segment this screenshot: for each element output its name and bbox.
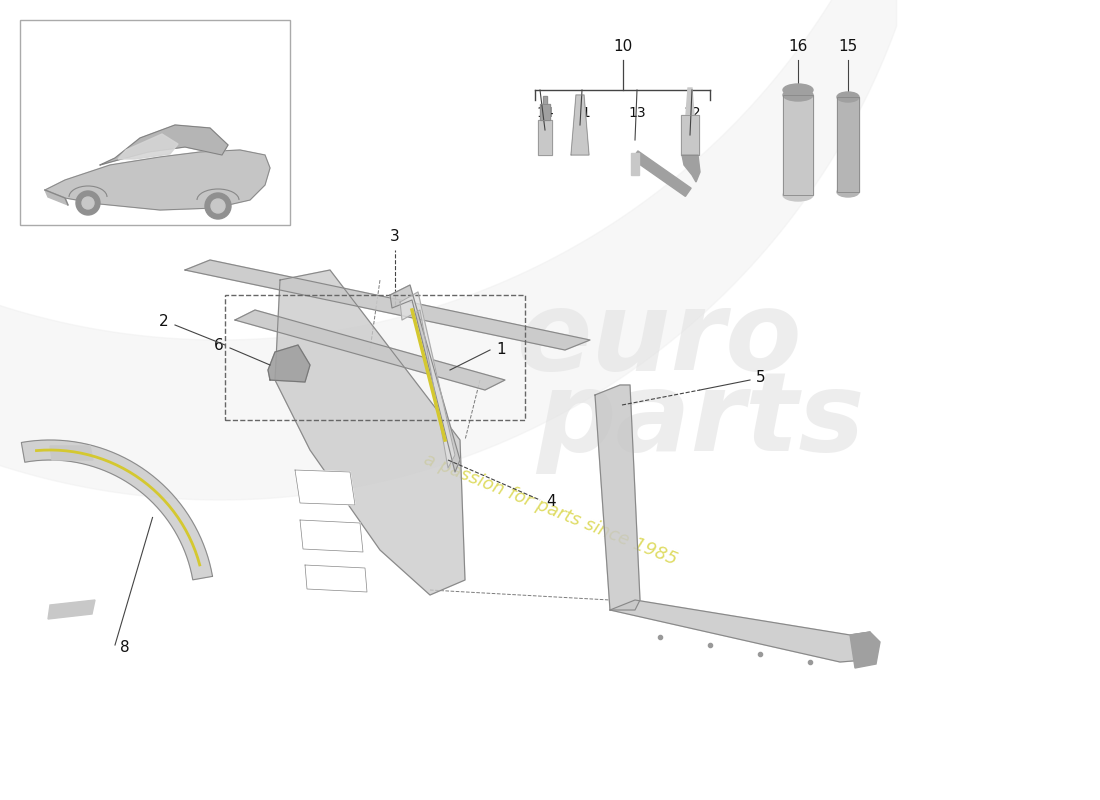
Text: 8: 8: [120, 641, 130, 655]
Bar: [783, 95, 813, 195]
Bar: [538, 120, 552, 155]
Polygon shape: [268, 345, 310, 382]
Bar: [837, 97, 859, 192]
Polygon shape: [100, 125, 228, 165]
Bar: [226, 295, 525, 420]
Polygon shape: [45, 190, 68, 205]
Polygon shape: [400, 292, 455, 468]
Polygon shape: [295, 470, 355, 505]
Ellipse shape: [837, 187, 859, 197]
Circle shape: [82, 197, 94, 209]
Polygon shape: [595, 385, 640, 610]
Polygon shape: [686, 88, 694, 115]
Text: 2: 2: [158, 314, 168, 330]
Ellipse shape: [783, 89, 813, 101]
Text: 11: 11: [573, 106, 591, 120]
Bar: [540, 104, 550, 120]
Bar: [681, 115, 698, 155]
Circle shape: [205, 193, 231, 219]
Polygon shape: [275, 270, 465, 595]
Ellipse shape: [783, 84, 813, 96]
Polygon shape: [235, 310, 505, 390]
Bar: [783, 95, 813, 195]
Text: a passion for parts since 1985: a passion for parts since 1985: [420, 450, 680, 570]
Polygon shape: [390, 285, 460, 472]
Bar: [538, 120, 552, 155]
Text: 10: 10: [613, 39, 632, 54]
Polygon shape: [632, 151, 691, 196]
Text: parts: parts: [536, 366, 865, 474]
Text: 13: 13: [628, 106, 646, 120]
Polygon shape: [48, 600, 95, 619]
Polygon shape: [571, 95, 588, 155]
Text: 1: 1: [496, 342, 506, 358]
Bar: [543, 96, 547, 104]
Bar: [543, 96, 547, 104]
Bar: [681, 115, 698, 155]
Bar: [837, 97, 859, 192]
Text: 16: 16: [789, 39, 807, 54]
Polygon shape: [50, 446, 94, 460]
Text: euro: euro: [517, 286, 803, 394]
Polygon shape: [682, 155, 700, 182]
Ellipse shape: [783, 189, 813, 201]
Polygon shape: [610, 600, 870, 662]
Text: 4: 4: [546, 494, 556, 510]
Text: 14: 14: [536, 106, 553, 120]
Polygon shape: [118, 134, 178, 159]
Polygon shape: [45, 150, 270, 210]
Text: 6: 6: [214, 338, 224, 353]
Circle shape: [211, 199, 226, 213]
Bar: [540, 104, 550, 120]
Ellipse shape: [837, 92, 859, 102]
Text: 12: 12: [683, 106, 701, 120]
Polygon shape: [300, 520, 363, 552]
Circle shape: [76, 191, 100, 215]
Bar: [631, 153, 639, 175]
Text: 5: 5: [756, 370, 766, 386]
Text: 3: 3: [390, 229, 400, 244]
Polygon shape: [850, 632, 880, 668]
Bar: [20, 20, 290, 225]
Polygon shape: [305, 565, 367, 592]
Text: 15: 15: [838, 39, 858, 54]
Polygon shape: [21, 440, 212, 580]
Polygon shape: [185, 260, 590, 350]
